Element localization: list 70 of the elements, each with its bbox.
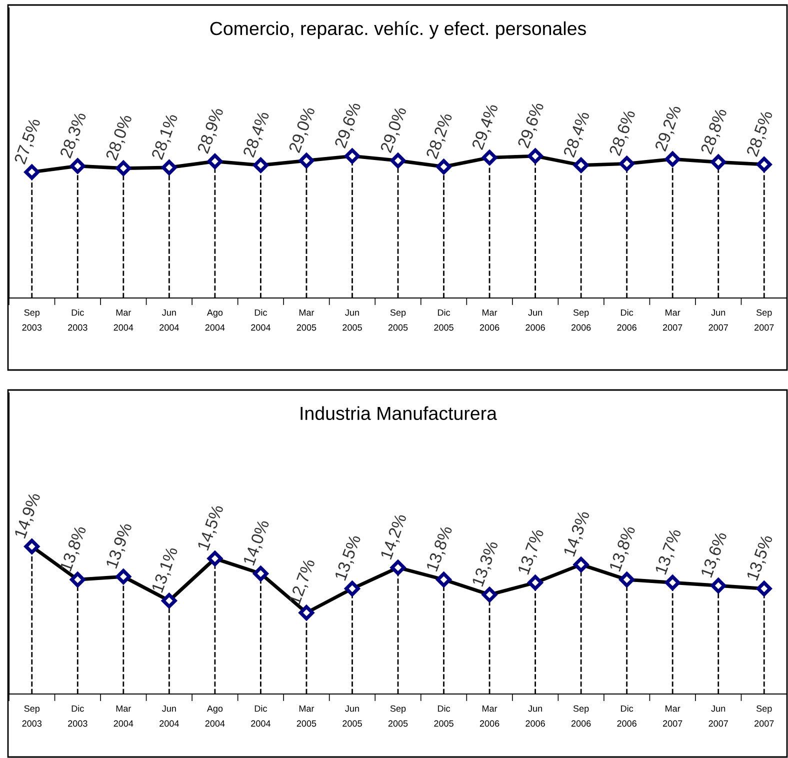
data-label: 27,5% — [14, 118, 42, 166]
x-tick-label: Jun 2004 — [160, 705, 179, 727]
x-tick-label: Jun 2004 — [160, 309, 179, 331]
data-label: 28,1% — [151, 112, 180, 161]
data-label: 13,7% — [517, 528, 546, 576]
x-tick-label: Jun 2007 — [708, 309, 728, 331]
data-label: 29,6% — [334, 101, 363, 150]
data-label: 29,6% — [517, 101, 546, 150]
data-label: 28,4% — [242, 110, 272, 158]
x-tick-label: Jun 2006 — [526, 309, 545, 331]
data-label: 13,5% — [746, 534, 775, 582]
x-tick-label: Mar 2007 — [663, 705, 682, 727]
x-tick-label: Dic 2004 — [251, 309, 270, 331]
data-label: 28,3% — [60, 111, 88, 160]
x-tick-label: Dic 2005 — [434, 309, 454, 331]
data-label: 28,5% — [746, 110, 775, 158]
x-tick-label: Dic 2006 — [617, 309, 636, 331]
x-tick-label: Mar 2004 — [114, 705, 134, 727]
data-label: 29,0% — [380, 106, 409, 154]
data-label: 29,4% — [471, 103, 500, 151]
data-label: 13,5% — [334, 534, 363, 582]
x-tick-label: Dic 2003 — [68, 309, 88, 331]
x-tick-label: Mar 2005 — [296, 705, 316, 727]
x-tick-label: Sep 2003 — [22, 309, 42, 331]
data-label: 12,7% — [288, 558, 318, 606]
data-label: 14,2% — [380, 513, 409, 560]
data-label: 14,5% — [197, 504, 226, 552]
data-label: 28,6% — [608, 109, 638, 157]
x-tick-label: Sep 2006 — [571, 705, 591, 727]
data-label: 13,8% — [608, 525, 638, 572]
data-label: 29,2% — [654, 104, 684, 152]
x-tick-label: Jun 2006 — [526, 705, 545, 727]
x-tick-label: Ago 2004 — [205, 309, 225, 331]
x-tick-label: Jun 2005 — [342, 309, 362, 331]
text: Industria Manufacturera — [300, 406, 498, 420]
data-label: 13,8% — [426, 525, 454, 572]
x-tick-label: Mar 2006 — [480, 309, 500, 331]
data-label: 29,0% — [288, 106, 318, 154]
x-tick-label: Ago 2004 — [205, 705, 225, 727]
data-label: 28,9% — [196, 106, 226, 155]
x-tick-label: Jun 2007 — [708, 705, 728, 727]
text: Comercio, reparac. vehíc. y efect. personales — [210, 21, 586, 39]
data-label: 28,4% — [562, 110, 592, 158]
data-label: 13,9% — [105, 522, 134, 570]
x-tick-label: Sep 2007 — [754, 309, 774, 331]
x-tick-label: Mar 2007 — [663, 309, 682, 331]
x-tick-label: Sep 2007 — [754, 705, 774, 727]
data-label: 14,9% — [14, 492, 42, 540]
data-label: 14,3% — [563, 510, 592, 558]
data-label: 28,2% — [426, 112, 454, 160]
data-label: 13,7% — [654, 528, 684, 576]
x-tick-label: Dic 2003 — [68, 705, 88, 727]
data-label: 13,6% — [700, 531, 729, 578]
x-tick-label: Dic 2006 — [617, 705, 636, 727]
data-label: 28,0% — [105, 114, 134, 162]
data-label: 13,8% — [60, 525, 88, 572]
x-tick-label: Dic 2004 — [251, 705, 270, 727]
data-label: 28,8% — [700, 108, 729, 156]
data-label: 13,1% — [151, 546, 180, 594]
x-tick-label: Sep 2003 — [22, 705, 42, 727]
x-tick-label: Sep 2005 — [388, 309, 408, 331]
x-tick-label: Mar 2005 — [296, 309, 316, 331]
x-tick-label: Sep 2005 — [388, 705, 408, 727]
x-tick-label: Mar 2004 — [114, 309, 134, 331]
x-tick-label: Sep 2006 — [571, 309, 591, 331]
data-label: 13,3% — [472, 540, 500, 588]
x-tick-label: Mar 2006 — [480, 705, 500, 727]
x-tick-label: Dic 2005 — [434, 705, 454, 727]
x-tick-label: Jun 2005 — [342, 705, 362, 727]
data-label: 14,0% — [242, 519, 272, 566]
